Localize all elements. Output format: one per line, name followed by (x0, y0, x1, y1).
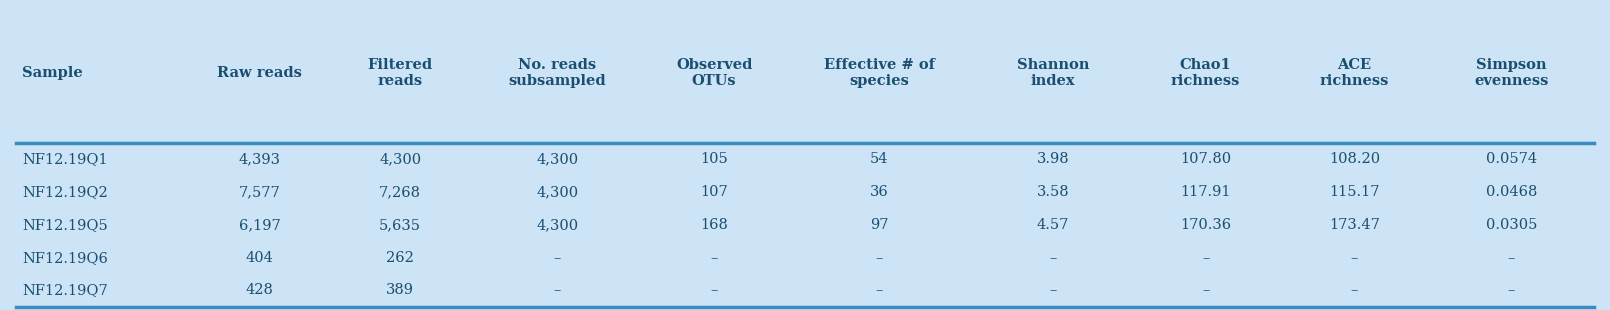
Text: 108.20: 108.20 (1328, 152, 1380, 166)
Text: 5,635: 5,635 (380, 218, 422, 232)
Text: Sample: Sample (23, 66, 84, 80)
Text: NF12.19Q5: NF12.19Q5 (23, 218, 108, 232)
Text: 170.36: 170.36 (1180, 218, 1232, 232)
Text: 36: 36 (869, 185, 889, 199)
Text: 0.0468: 0.0468 (1486, 185, 1538, 199)
Text: –: – (1050, 283, 1056, 298)
Text: 0.0574: 0.0574 (1486, 152, 1538, 166)
Text: 4,300: 4,300 (536, 152, 578, 166)
Text: Observed
OTUs: Observed OTUs (676, 58, 752, 88)
Text: –: – (1507, 283, 1515, 298)
Text: 4,300: 4,300 (536, 218, 578, 232)
Text: 115.17: 115.17 (1330, 185, 1380, 199)
Text: 7,268: 7,268 (380, 185, 422, 199)
Text: 117.91: 117.91 (1180, 185, 1232, 199)
Text: 54: 54 (869, 152, 889, 166)
Text: –: – (554, 283, 560, 298)
Text: NF12.19Q1: NF12.19Q1 (23, 152, 108, 166)
Text: –: – (710, 283, 718, 298)
Text: Shannon
index: Shannon index (1016, 58, 1088, 88)
Text: –: – (1351, 283, 1357, 298)
Text: 4.57: 4.57 (1037, 218, 1069, 232)
Text: –: – (876, 283, 882, 298)
Text: NF12.19Q7: NF12.19Q7 (23, 283, 108, 298)
Text: 404: 404 (246, 251, 274, 265)
Text: Raw reads: Raw reads (217, 66, 303, 80)
Text: Simpson
evenness: Simpson evenness (1475, 58, 1549, 88)
Text: ACE
richness: ACE richness (1320, 58, 1389, 88)
Text: 7,577: 7,577 (238, 185, 280, 199)
Text: 0.0305: 0.0305 (1486, 218, 1538, 232)
Bar (16, 143, 1594, 176)
Text: Chao1
richness: Chao1 richness (1170, 58, 1240, 88)
Text: –: – (1351, 251, 1357, 265)
Text: –: – (710, 251, 718, 265)
Text: 4,300: 4,300 (536, 185, 578, 199)
Text: Effective # of
species: Effective # of species (824, 58, 935, 88)
Text: 105: 105 (700, 152, 728, 166)
Text: Filtered
reads: Filtered reads (367, 58, 433, 88)
Text: 4,300: 4,300 (380, 152, 422, 166)
Bar (16, 241, 1594, 274)
Text: 3.58: 3.58 (1037, 185, 1069, 199)
Text: 107.80: 107.80 (1180, 152, 1232, 166)
Text: –: – (1507, 251, 1515, 265)
Bar (16, 176, 1594, 208)
Text: –: – (1203, 251, 1209, 265)
Text: NF12.19Q6: NF12.19Q6 (23, 251, 108, 265)
Text: 6,197: 6,197 (238, 218, 280, 232)
Text: 4,393: 4,393 (238, 152, 280, 166)
Text: –: – (1203, 283, 1209, 298)
Text: 262: 262 (386, 251, 414, 265)
Text: NF12.19Q2: NF12.19Q2 (23, 185, 108, 199)
Text: –: – (1050, 251, 1056, 265)
Text: 3.98: 3.98 (1037, 152, 1069, 166)
Text: 428: 428 (246, 283, 274, 298)
Text: 389: 389 (386, 283, 414, 298)
Text: No. reads
subsampled: No. reads subsampled (509, 58, 605, 88)
Text: –: – (554, 251, 560, 265)
Text: 168: 168 (700, 218, 728, 232)
Text: 97: 97 (869, 218, 889, 232)
Bar (16, 274, 1594, 307)
Text: 107: 107 (700, 185, 728, 199)
Text: –: – (876, 251, 882, 265)
Bar (16, 208, 1594, 241)
Text: 173.47: 173.47 (1328, 218, 1380, 232)
